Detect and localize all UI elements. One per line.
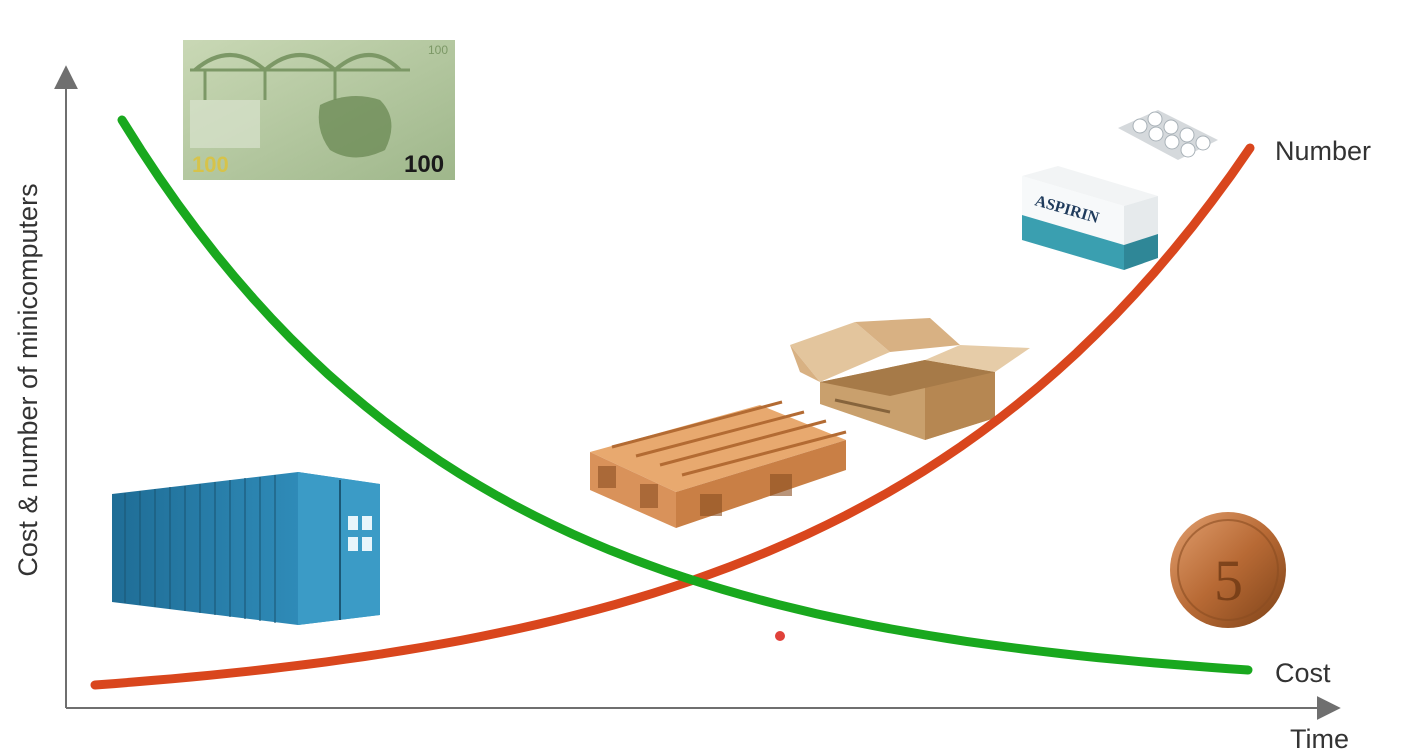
marker-dot <box>775 631 785 641</box>
coin-icon: 5 <box>1170 512 1286 628</box>
y-axis-label: Cost & number of minicomputers <box>13 183 43 576</box>
shipping-container-icon <box>112 472 380 625</box>
cost-curve-label: Cost <box>1275 658 1331 688</box>
banknote-value: 100 <box>404 151 444 178</box>
pallet-icon <box>590 400 847 528</box>
banknote-corner-value: 100 <box>428 43 448 57</box>
coin-value: 5 <box>1214 548 1243 613</box>
number-curve <box>90 143 1255 690</box>
number-curve-label: Number <box>1275 136 1371 166</box>
aspirin-pack-icon: ASPIRIN <box>1022 110 1218 270</box>
cardboard-box-icon <box>790 318 1030 440</box>
x-axis-label: Time <box>1290 724 1349 753</box>
banknote-icon: 100 100 100 <box>183 40 455 180</box>
banknote-left-value: 100 <box>192 152 229 177</box>
cost-curve <box>117 115 1253 675</box>
